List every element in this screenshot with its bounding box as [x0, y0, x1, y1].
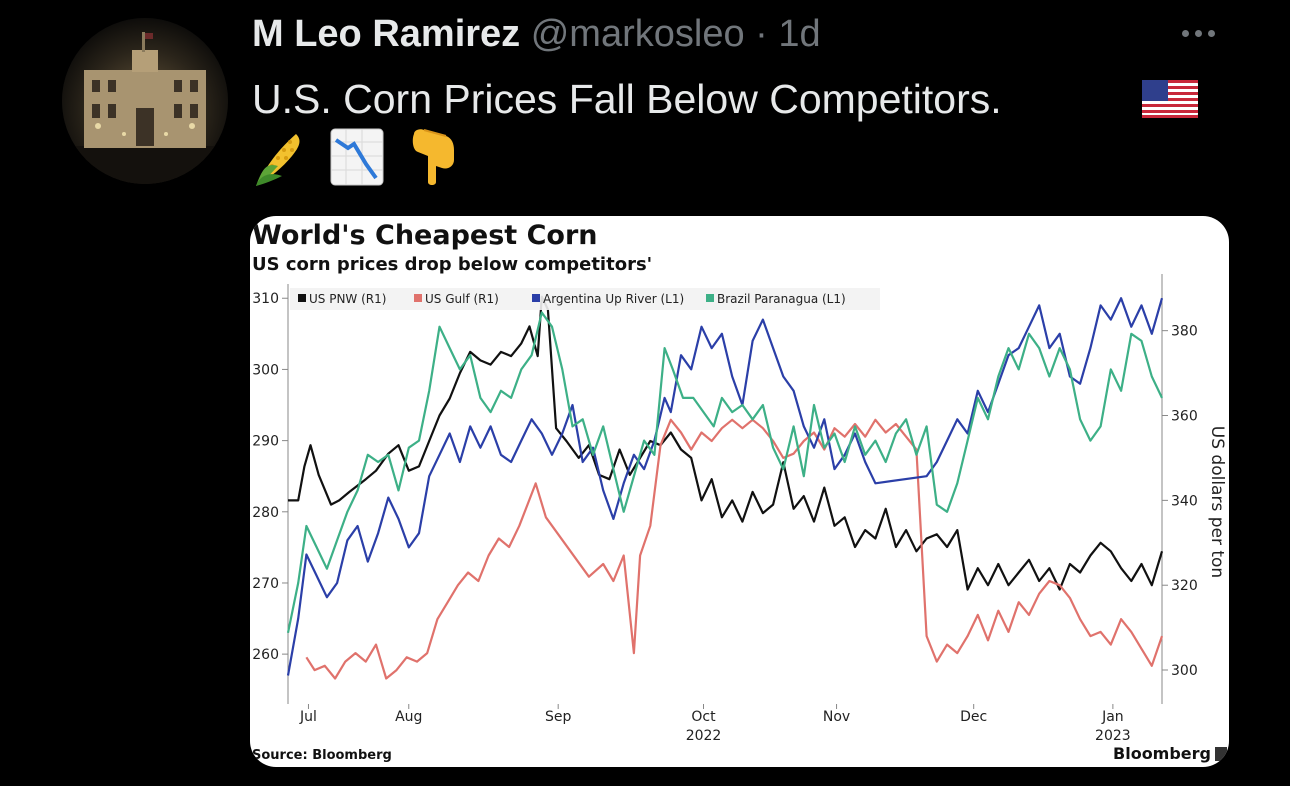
- legend-label: US Gulf (R1): [425, 292, 499, 306]
- legend-label: Brazil Paranagua (L1): [717, 292, 846, 306]
- legend-swatch: [298, 294, 306, 302]
- legend-swatch: [706, 294, 714, 302]
- series-line: [286, 311, 1163, 634]
- x-axis-tick-label: Aug: [395, 709, 422, 725]
- left-axis-tick-label: 310: [252, 291, 279, 307]
- emoji-row: [252, 126, 462, 188]
- left-axis-tick-label: 260: [252, 647, 279, 663]
- x-axis-tick-label: Oct: [691, 709, 716, 725]
- corn-icon: [256, 134, 300, 186]
- x-axis-tick-label: Jul: [299, 709, 317, 725]
- chart-subtitle: US corn prices drop below competitors': [252, 254, 653, 275]
- legend-label: Argentina Up River (L1): [543, 292, 684, 306]
- bloomberg-logo-icon: [1215, 747, 1227, 761]
- tweet-text: U.S. Corn Prices Fall Below Competitors.: [252, 76, 1002, 122]
- right-axis-tick-label: 380: [1171, 324, 1198, 340]
- more-options-icon[interactable]: [1182, 24, 1226, 42]
- pointing-down-icon: [412, 129, 454, 185]
- avatar[interactable]: [62, 18, 228, 184]
- left-axis-tick-label: 290: [252, 434, 279, 450]
- chart-decreasing-icon: [330, 128, 384, 186]
- legend-swatch: [532, 294, 540, 302]
- x-axis-tick-label: Nov: [823, 709, 850, 725]
- line-chart: 260 270 280 290 300 310 300 320 340 360 380 US doll…: [252, 274, 1227, 744]
- left-axis-tick-label: 270: [252, 576, 279, 592]
- x-axis-tick-label: Sep: [545, 709, 572, 725]
- series-line: [286, 297, 1164, 676]
- flag-us-icon: [1142, 80, 1198, 118]
- media-image-card[interactable]: World's Cheapest Corn US corn prices dro…: [250, 216, 1229, 767]
- x-axis-tick-label: Jan: [1101, 709, 1124, 725]
- chart-source: Source: Bloomberg: [252, 748, 392, 763]
- author-name[interactable]: M Leo Ramirez: [252, 13, 521, 55]
- series-line: [305, 418, 1164, 680]
- x-axis-tick-label: Dec: [960, 709, 987, 725]
- tweet-header: M Leo Ramirez @markosleo · 1d: [252, 10, 821, 58]
- right-axis-tick-label: 300: [1171, 663, 1198, 679]
- separator-dot: ·: [755, 13, 768, 55]
- series-line: [288, 295, 1164, 591]
- avatar-building-image: [62, 18, 228, 184]
- x-axis-year-label: 2022: [686, 728, 722, 744]
- right-axis-tick-label: 340: [1171, 493, 1198, 509]
- right-axis-tick-label: 360: [1171, 409, 1198, 425]
- right-axis-label: US dollars per ton: [1207, 426, 1227, 578]
- legend-swatch: [414, 294, 422, 302]
- left-axis-tick-label: 300: [252, 362, 279, 378]
- chart-title: World's Cheapest Corn: [252, 220, 598, 251]
- left-axis-tick-label: 280: [252, 505, 279, 521]
- chart-brand: Bloomberg: [1113, 744, 1211, 763]
- timestamp[interactable]: 1d: [778, 13, 821, 55]
- legend-box: [290, 288, 880, 310]
- x-axis-year-label: 2023: [1095, 728, 1131, 744]
- legend-label: US PNW (R1): [309, 292, 386, 306]
- right-axis-tick-label: 320: [1171, 578, 1198, 594]
- author-handle[interactable]: @markosleo: [530, 13, 745, 55]
